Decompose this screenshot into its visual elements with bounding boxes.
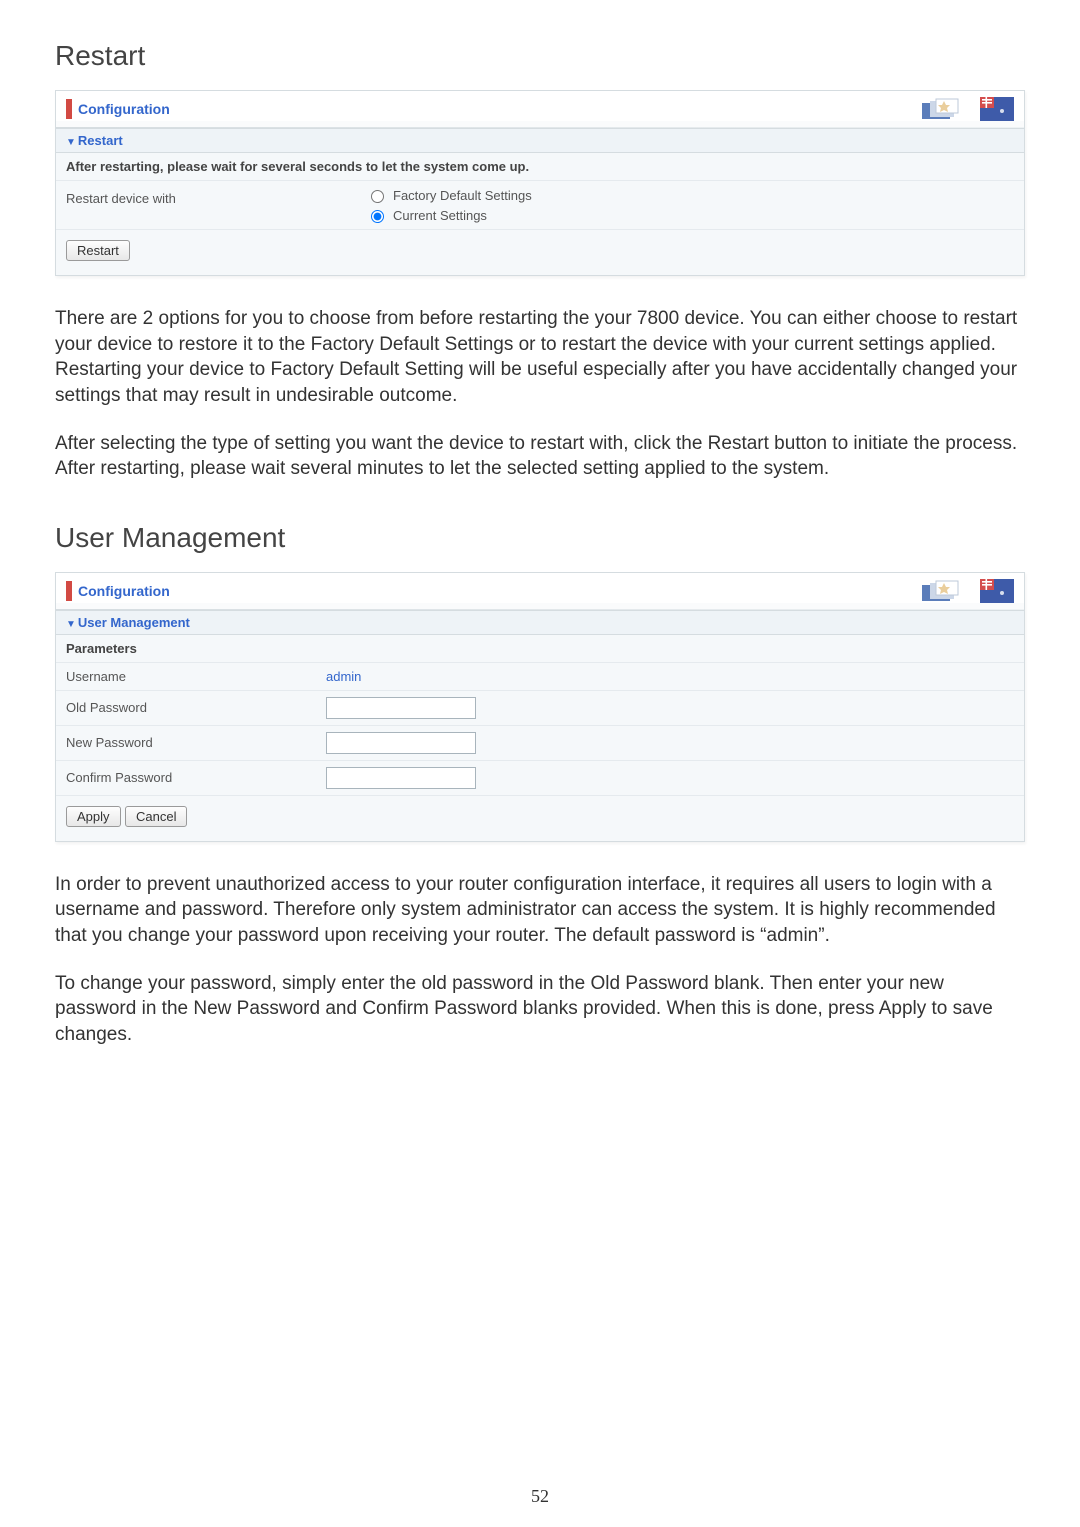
panel-title: Configuration [78,583,170,599]
new-password-row: New Password [56,726,1024,761]
old-password-row: Old Password [56,691,1024,726]
apply-button[interactable]: Apply [66,806,121,827]
old-password-label: Old Password [66,700,326,715]
restart-options-row: Restart device with Factory Default Sett… [56,181,1024,230]
user-mgmt-heading: User Management [55,522,1025,554]
subheader-text: Restart [78,133,123,148]
user-mgmt-subheader: ▼User Management [56,610,1024,635]
restart-button[interactable]: Restart [66,240,130,261]
user-mgmt-panel: Configuration [55,572,1025,842]
cancel-button[interactable]: Cancel [125,806,187,827]
panel-title: Configuration [78,101,170,117]
accent-bar-icon [66,581,72,601]
restart-info: After restarting, please wait for severa… [56,153,1024,181]
new-password-field[interactable] [326,732,476,754]
new-password-label: New Password [66,735,326,750]
subheader-text: User Management [78,615,190,630]
restart-subheader: ▼Restart [56,128,1024,153]
chevron-down-icon: ▼ [66,619,76,630]
chevron-down-icon: ▼ [66,137,76,148]
radio-factory-input[interactable] [371,190,384,203]
confirm-password-field[interactable] [326,767,476,789]
confirm-password-row: Confirm Password [56,761,1024,796]
confirm-password-label: Confirm Password [66,770,326,785]
user-mgmt-paragraph-2: To change your password, simply enter th… [55,971,1025,1048]
username-row: Username admin [56,663,1024,691]
header-flags-icon [922,97,1014,121]
old-password-field[interactable] [326,697,476,719]
user-mgmt-paragraph-1: In order to prevent unauthorized access … [55,872,1025,949]
radio-current-label: Current Settings [393,208,487,223]
panel-header: Configuration [56,91,1024,121]
restart-button-row: Restart [56,230,1024,275]
restart-paragraph-2: After selecting the type of setting you … [55,431,1025,482]
parameters-header: Parameters [56,635,1024,663]
username-label: Username [66,669,326,684]
page-number: 52 [0,1486,1080,1507]
radio-current-input[interactable] [371,210,384,223]
restart-option-label: Restart device with [66,187,366,206]
radio-factory-label: Factory Default Settings [393,188,532,203]
panel-header: Configuration [56,573,1024,603]
radio-current-settings[interactable]: Current Settings [366,207,532,223]
restart-paragraph-1: There are 2 options for you to choose fr… [55,306,1025,409]
username-value: admin [326,669,361,684]
header-flags-icon [922,579,1014,603]
restart-panel: Configuration [55,90,1025,276]
radio-factory-default[interactable]: Factory Default Settings [366,187,532,203]
user-mgmt-button-row: Apply Cancel [56,796,1024,841]
accent-bar-icon [66,99,72,119]
restart-heading: Restart [55,40,1025,72]
